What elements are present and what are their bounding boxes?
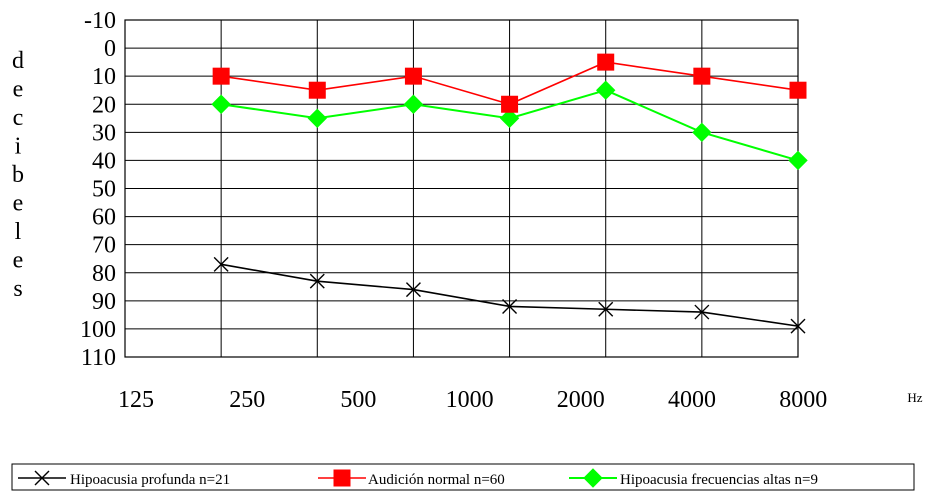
y-label-letter: i	[15, 134, 22, 160]
data-point-x	[213, 256, 229, 272]
data-point-square	[501, 95, 519, 113]
data-point-diamond	[788, 150, 808, 171]
data-point-diamond	[211, 94, 231, 114]
data-point-square	[333, 469, 351, 487]
legend-label: Hipoacusia profunda n=21	[70, 472, 230, 488]
series-layer	[211, 53, 808, 334]
y-tick-label: 80	[92, 261, 116, 287]
legend-box	[11, 463, 915, 491]
y-tick-label: 90	[92, 289, 116, 315]
x-axis-ticks: 125 250 500 1000 2000 4000 8000	[118, 387, 827, 413]
y-label-letter: e	[13, 248, 24, 274]
y-label-letter: e	[13, 191, 24, 217]
y-label-letter: s	[13, 276, 22, 302]
series-hipoacusia-frecuencias-altas	[211, 80, 808, 171]
legend-label: Audición normal n=60	[368, 472, 505, 488]
y-label-letter: b	[12, 162, 24, 188]
y-tick-label: 20	[92, 92, 116, 118]
plot-grid	[124, 19, 799, 358]
legend: Hipoacusia profunda n=21 Audición normal …	[11, 463, 915, 491]
y-tick-label: 70	[92, 233, 116, 259]
data-point-diamond	[583, 468, 603, 488]
data-point-x	[405, 282, 421, 298]
legend-label: Hipoacusia frecuencias altas n=9	[620, 472, 818, 488]
y-tick-label: 30	[92, 120, 116, 146]
data-point-x	[790, 318, 806, 334]
x-tick-label: 250	[229, 387, 265, 413]
data-point-x	[502, 298, 518, 314]
y-tick-label: 0	[104, 36, 116, 62]
legend-entry: Audición normal n=60	[318, 469, 505, 488]
y-label-letter: d	[12, 48, 24, 74]
data-point-x	[694, 304, 710, 320]
data-point-square	[404, 67, 422, 85]
x-tick-label: 8000	[779, 387, 827, 413]
y-label-letter: e	[13, 77, 24, 103]
data-point-square	[597, 53, 615, 71]
data-point-diamond	[692, 122, 712, 143]
x-axis-unit: Hz	[907, 390, 922, 405]
y-tick-label: 50	[92, 177, 116, 203]
data-point-x	[34, 470, 50, 486]
data-point-square	[789, 81, 807, 99]
y-tick-label: -10	[84, 8, 116, 34]
x-tick-label: 4000	[668, 387, 716, 413]
data-point-square	[308, 81, 326, 99]
y-tick-label: 40	[92, 148, 116, 174]
series-hipoacusia-profunda	[213, 256, 806, 334]
legend-entry: Hipoacusia frecuencias altas n=9	[569, 468, 818, 488]
y-tick-label: 110	[81, 345, 116, 371]
data-point-diamond	[307, 108, 327, 128]
legend-entry: Hipoacusia profunda n=21	[18, 470, 230, 488]
y-tick-label: 100	[80, 317, 116, 343]
data-point-x	[309, 273, 325, 289]
y-label-letter: l	[15, 219, 22, 245]
x-tick-label: 125	[118, 387, 154, 413]
data-point-diamond	[403, 94, 424, 114]
x-tick-label: 2000	[557, 387, 605, 413]
series-audicion-normal	[212, 53, 807, 113]
data-point-diamond	[596, 80, 616, 100]
x-tick-label: 1000	[446, 387, 494, 413]
y-tick-label: 10	[92, 64, 116, 90]
x-tick-label: 500	[340, 387, 376, 413]
data-point-square	[693, 67, 711, 85]
data-point-square	[212, 67, 230, 85]
data-point-diamond	[499, 108, 520, 128]
data-point-x	[598, 301, 614, 317]
y-label-letter: c	[13, 105, 24, 131]
y-tick-label: 60	[92, 205, 116, 231]
